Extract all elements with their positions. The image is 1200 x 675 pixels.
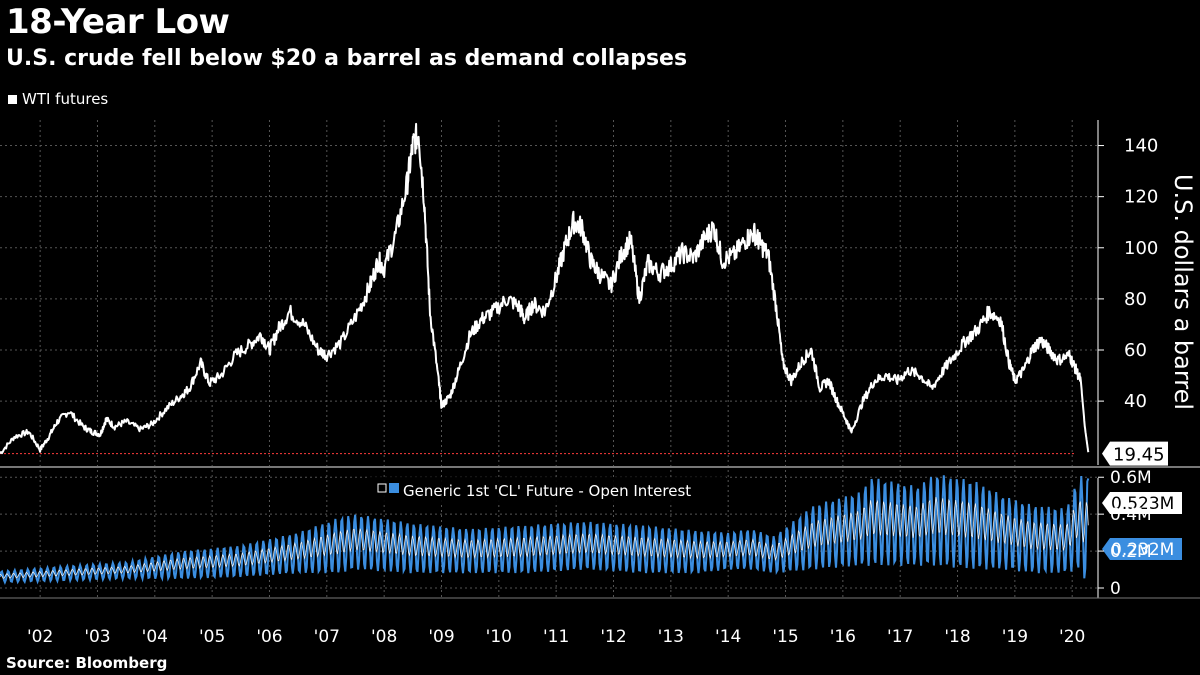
x-tick-label: '20	[1059, 627, 1085, 647]
oi-legend-label: Generic 1st 'CL' Future - Open Interest	[403, 482, 691, 500]
x-tick-label: '06	[256, 627, 282, 647]
open-interest-avg-line	[0, 497, 1089, 579]
y-axis-title: U.S. dollars a barrel	[1169, 174, 1197, 410]
y-tick-label: 80	[1124, 289, 1147, 310]
x-tick-label: '09	[428, 627, 454, 647]
oi-y-tick-label: 0.4M	[1110, 505, 1152, 525]
x-tick-label: '13	[658, 627, 684, 647]
open-interest-line	[0, 475, 1090, 585]
y-tick-label: 100	[1124, 238, 1158, 259]
y-tick-label: 40	[1124, 391, 1147, 412]
oi-legend-toggle-icon	[377, 483, 387, 493]
chart-subtitle: U.S. crude fell below $20 a barrel as de…	[6, 46, 688, 71]
oi-y-tick-label: 0.2M	[1110, 542, 1152, 562]
x-tick-label: '12	[600, 627, 626, 647]
last-value-label: 19.45	[1113, 445, 1165, 466]
legend-wti: WTI futures	[8, 90, 108, 108]
x-tick-label: '05	[199, 627, 225, 647]
x-tick-label: '10	[486, 627, 512, 647]
x-tick-label: '18	[944, 627, 970, 647]
oi-last-label-2: 0.232M	[1111, 540, 1174, 560]
oi-legend-swatch	[389, 483, 399, 493]
x-tick-label: '17	[887, 627, 913, 647]
oi-y-tick-label: 0.6M	[1110, 468, 1152, 488]
y-tick-label: 60	[1124, 340, 1147, 361]
y-tick-label: 120	[1124, 187, 1158, 208]
x-tick-label: '02	[27, 627, 53, 647]
x-tick-label: '04	[142, 627, 168, 647]
y-tick-label: 140	[1124, 136, 1158, 157]
oi-last-tag-2	[1102, 538, 1182, 560]
x-tick-label: '03	[84, 627, 110, 647]
oi-legend-box	[370, 477, 726, 503]
x-tick-label: '07	[314, 627, 340, 647]
x-tick-label: '15	[772, 627, 798, 647]
legend-swatch-white	[8, 94, 17, 104]
x-tick-label: '11	[543, 627, 569, 647]
x-tick-label: '16	[830, 627, 856, 647]
wti-price-line	[0, 122, 1090, 455]
source-note: Source: Bloomberg	[6, 654, 168, 672]
oi-y-tick-label: 0	[1110, 579, 1121, 599]
x-tick-label: '08	[371, 627, 397, 647]
oi-last-label-1: 0.523M	[1111, 494, 1174, 514]
x-tick-label: '19	[1002, 627, 1028, 647]
x-tick-label: '14	[715, 627, 741, 647]
legend-wti-label: WTI futures	[22, 90, 109, 108]
last-value-tag	[1102, 441, 1168, 466]
chart-title: 18-Year Low	[6, 2, 230, 42]
oi-last-tag-1	[1102, 492, 1182, 514]
